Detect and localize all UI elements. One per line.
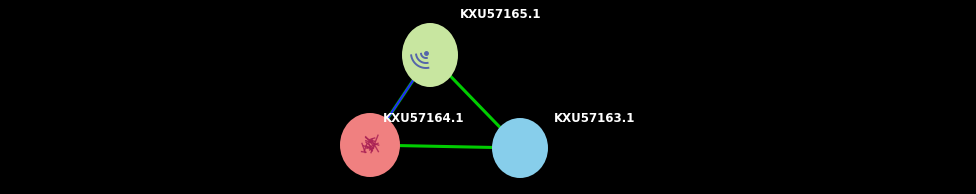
- Text: KXU57163.1: KXU57163.1: [554, 112, 635, 125]
- Ellipse shape: [402, 23, 458, 87]
- Ellipse shape: [340, 113, 400, 177]
- Text: KXU57164.1: KXU57164.1: [383, 112, 465, 125]
- Ellipse shape: [492, 118, 548, 178]
- Text: KXU57165.1: KXU57165.1: [460, 8, 542, 21]
